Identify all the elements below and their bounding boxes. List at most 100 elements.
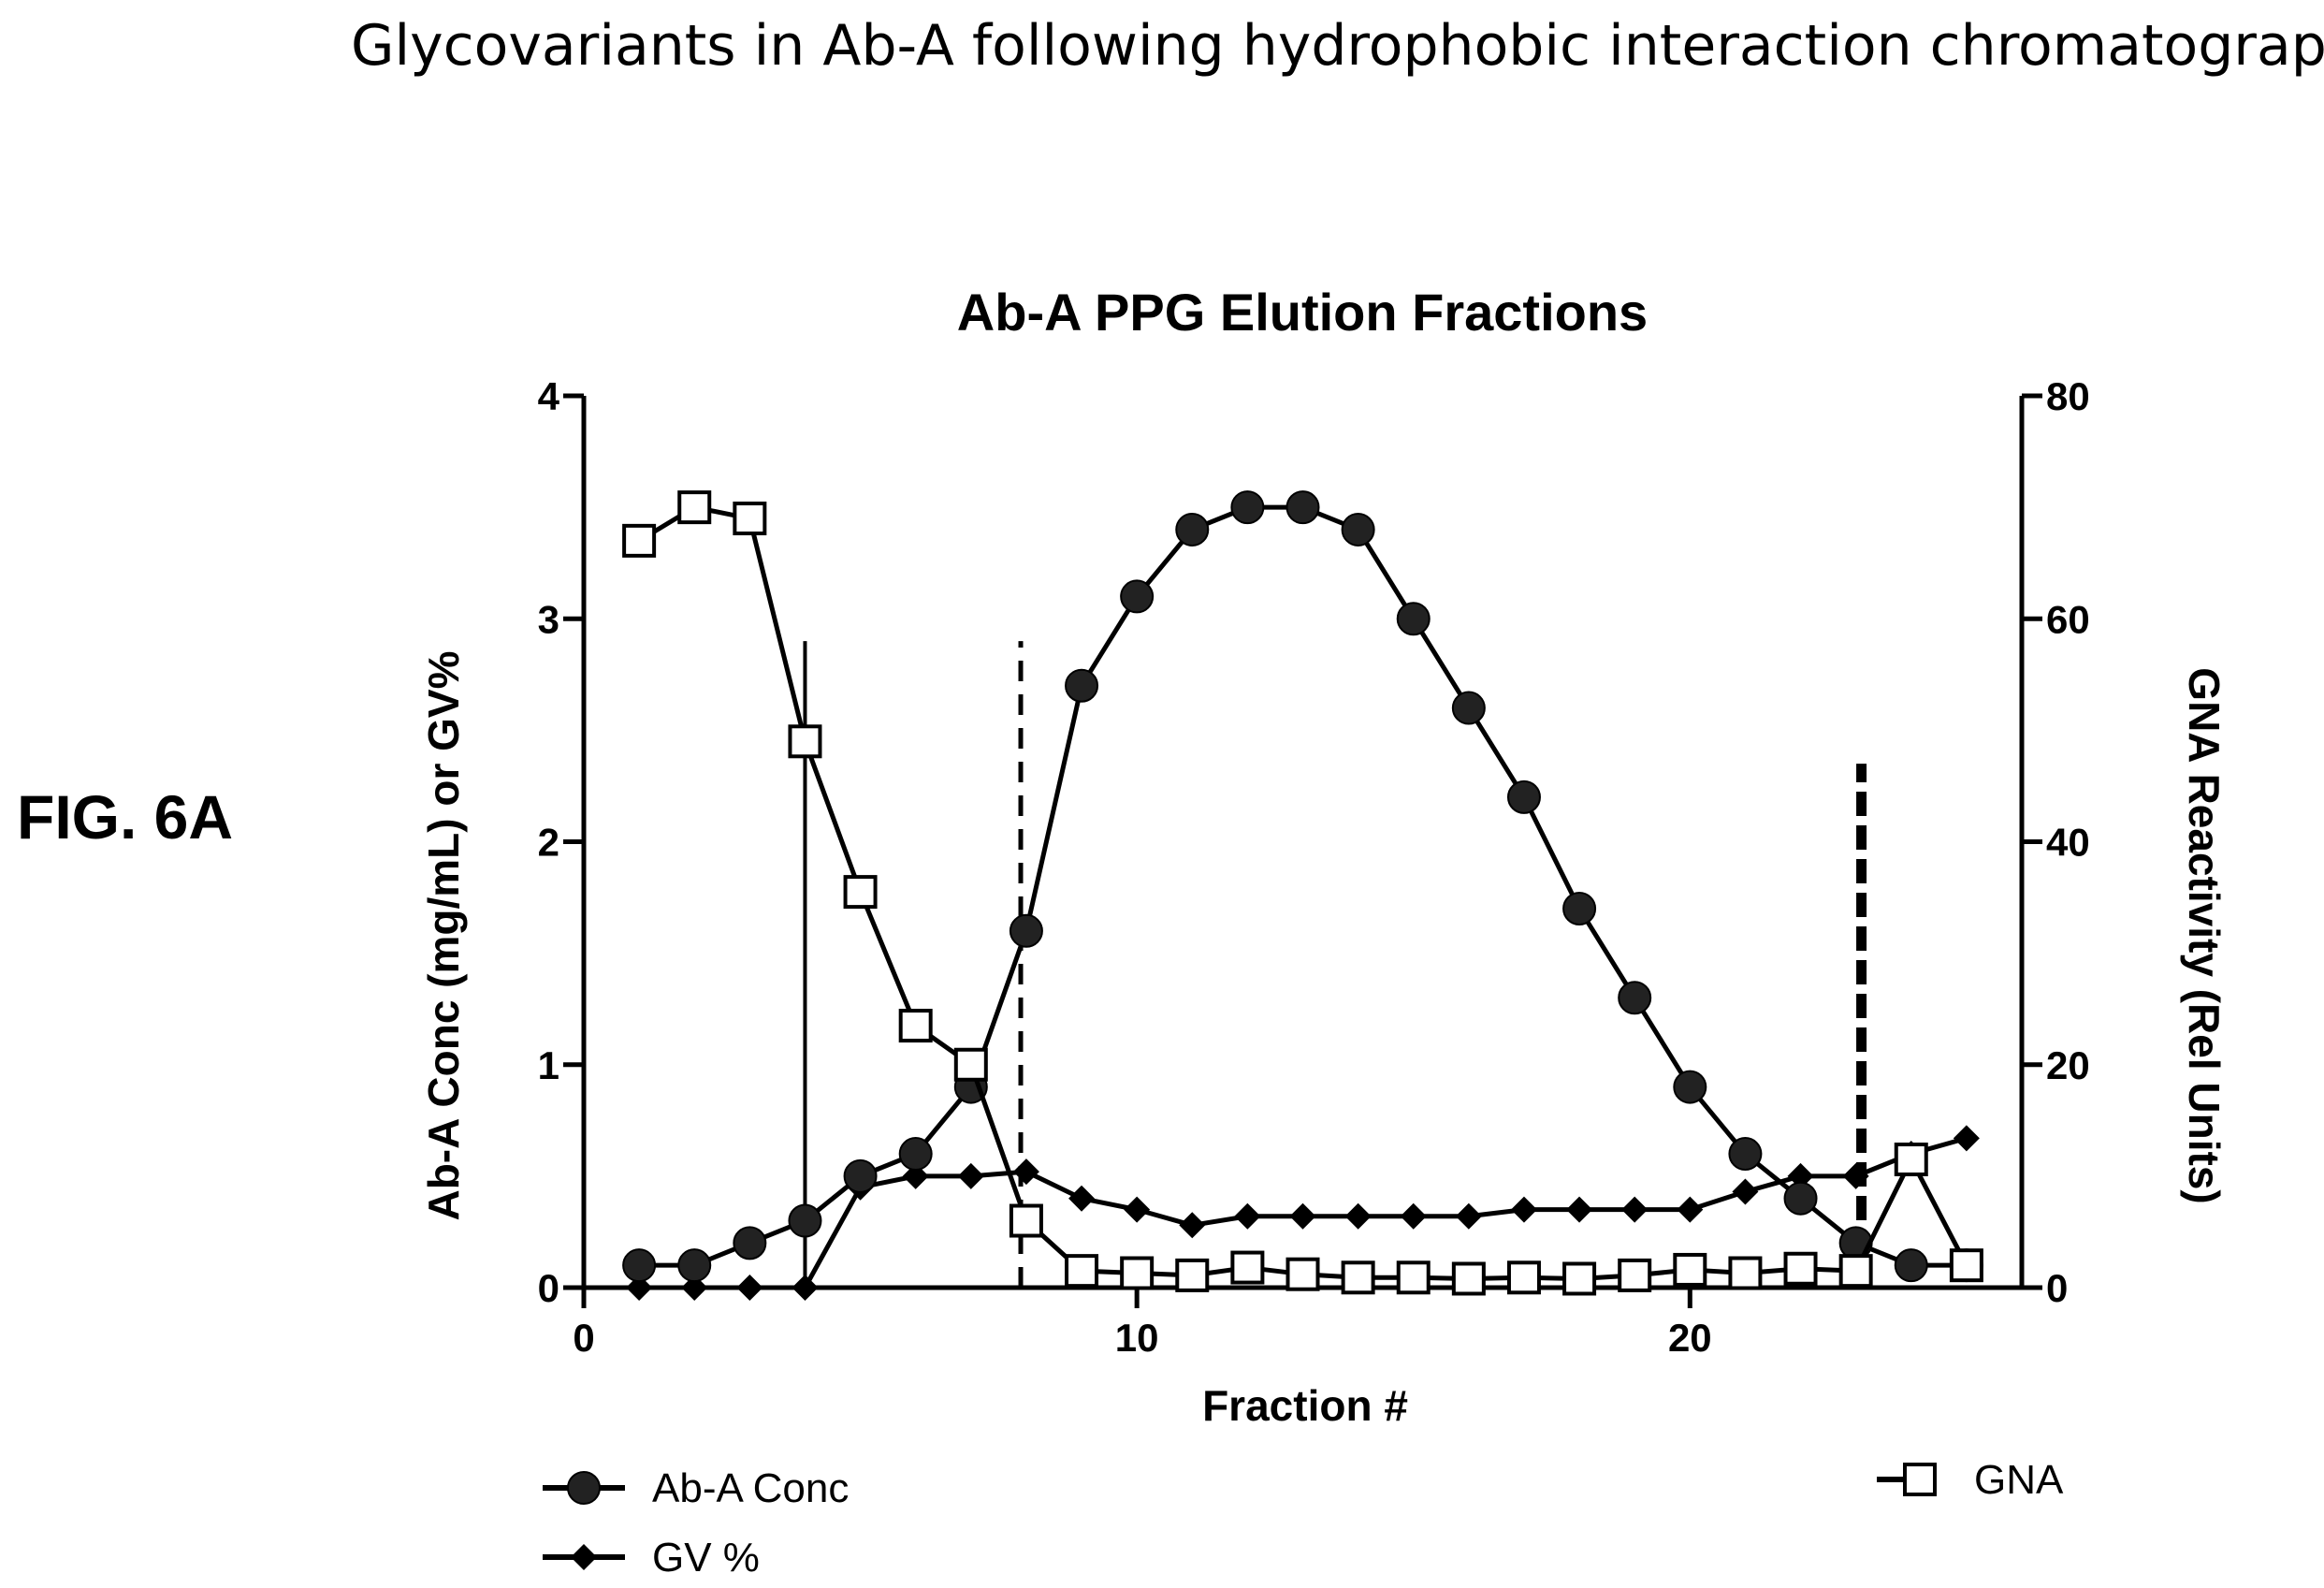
y-axis-right-label: GNA Reactivity (Rel Units): [2180, 667, 2229, 1203]
gna-point: [677, 490, 712, 525]
y-right-tick-label: 0: [2046, 1266, 2068, 1310]
gv-point: [626, 1275, 653, 1301]
gv-point: [902, 1162, 929, 1189]
ab-a-conc-point: [1285, 490, 1320, 525]
x-tick-label: 20: [1668, 1316, 1712, 1360]
gv-point: [1677, 1196, 1704, 1223]
gna-point: [1065, 1254, 1099, 1289]
gv-point: [681, 1275, 708, 1301]
gv-point: [1732, 1178, 1759, 1205]
ab-a-conc-point: [1120, 579, 1155, 614]
gna-point: [1120, 1256, 1155, 1290]
gv-point: [1012, 1158, 1039, 1186]
y-right-tick-label: 60: [2046, 597, 2090, 641]
gna-point: [733, 502, 767, 536]
ab-a-conc-point: [733, 1226, 767, 1260]
gv-point: [1566, 1196, 1593, 1223]
y-left-tick-label: 1: [538, 1043, 559, 1087]
gna-point: [1009, 1203, 1043, 1238]
chart-title: Ab-A PPG Elution Fractions: [957, 283, 1648, 342]
ab-a-conc-point: [1230, 490, 1265, 525]
y-right-tick-label: 20: [2046, 1043, 2090, 1087]
gna-line: [637, 504, 1969, 1281]
gna-point: [898, 1009, 933, 1043]
gna-point: [1728, 1256, 1763, 1290]
ab-a-conc-point: [1065, 668, 1099, 703]
figure-label: FIG. 6A: [17, 782, 234, 852]
vertical-lines: [803, 641, 1867, 1288]
gv-point: [1234, 1202, 1261, 1230]
y-axis-left-label: Ab-A Conc (mg/mL) or GV%: [419, 650, 468, 1220]
y-left-tick-label: 2: [538, 821, 559, 865]
ab-a-conc-point: [677, 1248, 712, 1283]
legend-label: Ab-A Conc: [652, 1465, 849, 1511]
y-right-tick-label: 80: [2046, 374, 2090, 418]
y-left-tick-label: 3: [538, 597, 559, 641]
ab-a-conc-point: [843, 1158, 878, 1193]
gv-point: [1344, 1202, 1372, 1230]
gv-point: [1510, 1196, 1537, 1223]
ab-a-conc-point: [1506, 779, 1541, 814]
ab-a-conc-point: [1783, 1181, 1818, 1216]
gna-point: [1673, 1252, 1707, 1287]
x-tick-label: 10: [1115, 1316, 1159, 1360]
legend: Ab-A Conc GV % GNA: [543, 1457, 2064, 1581]
y-right-tick-label: 40: [2046, 821, 2090, 865]
y-left-tick-label: 0: [538, 1266, 559, 1310]
legend-marker: [1903, 1463, 1937, 1496]
y-left-tick-label: 4: [538, 374, 560, 418]
gna-point: [1341, 1260, 1375, 1295]
ab-a-conc-point: [1673, 1070, 1707, 1104]
ab-a-conc-point: [1618, 981, 1652, 1015]
gna-point: [1562, 1261, 1597, 1296]
ab-a-conc-point: [788, 1203, 822, 1238]
ab-a-conc-point: [622, 1248, 657, 1283]
gv-point: [1068, 1185, 1096, 1212]
gv-point: [1124, 1196, 1151, 1223]
ab-a-conc-line: [639, 504, 1967, 1268]
gna-point: [1285, 1257, 1320, 1291]
gna-point: [1506, 1260, 1541, 1295]
gv-point: [1842, 1162, 1869, 1189]
gv-point: [957, 1162, 984, 1189]
gna-point: [1894, 1143, 1928, 1177]
gna-point: [1396, 1260, 1431, 1295]
legend-marker: [571, 1544, 597, 1570]
figure-caption: Glycovariants in Ab-A following hydropho…: [351, 13, 2324, 79]
gna-point: [1783, 1251, 1818, 1286]
legend-label: GNA: [1974, 1457, 2064, 1503]
gna-point: [1230, 1250, 1265, 1285]
x-axis-label: Fraction #: [1202, 1381, 1408, 1430]
ab-a-conc-point: [1451, 691, 1486, 725]
gv-point: [1621, 1196, 1649, 1223]
gv-point: [736, 1275, 763, 1301]
gna-point: [1175, 1258, 1210, 1292]
gna-point: [1838, 1254, 1873, 1289]
ab-a-conc-point: [1009, 913, 1043, 948]
gv-point: [1953, 1125, 1980, 1152]
gna-point: [1618, 1258, 1652, 1292]
ab-a-conc-point: [1175, 512, 1210, 546]
ab-a-conc-point: [1396, 602, 1431, 636]
gv-point: [1455, 1202, 1482, 1230]
gv-point: [1289, 1202, 1316, 1230]
legend-marker: [567, 1471, 601, 1505]
legend-label: GV %: [652, 1535, 760, 1581]
gna-point: [1949, 1248, 1983, 1283]
x-tick-label: 0: [573, 1316, 594, 1360]
gv-point: [1400, 1202, 1427, 1230]
gna-point: [622, 523, 657, 558]
ab-a-conc-point: [1341, 512, 1375, 546]
ab-a-conc-point: [898, 1137, 933, 1172]
gna-point: [953, 1047, 988, 1082]
ab-a-conc-point: [1728, 1137, 1763, 1172]
gv-point: [1787, 1162, 1814, 1189]
gna-point: [788, 724, 822, 759]
gv-point: [1179, 1212, 1206, 1239]
gna-point: [843, 875, 878, 910]
gna-point: [1451, 1261, 1486, 1296]
ab-a-conc-point: [1562, 891, 1597, 925]
series-group: [622, 490, 1983, 1301]
